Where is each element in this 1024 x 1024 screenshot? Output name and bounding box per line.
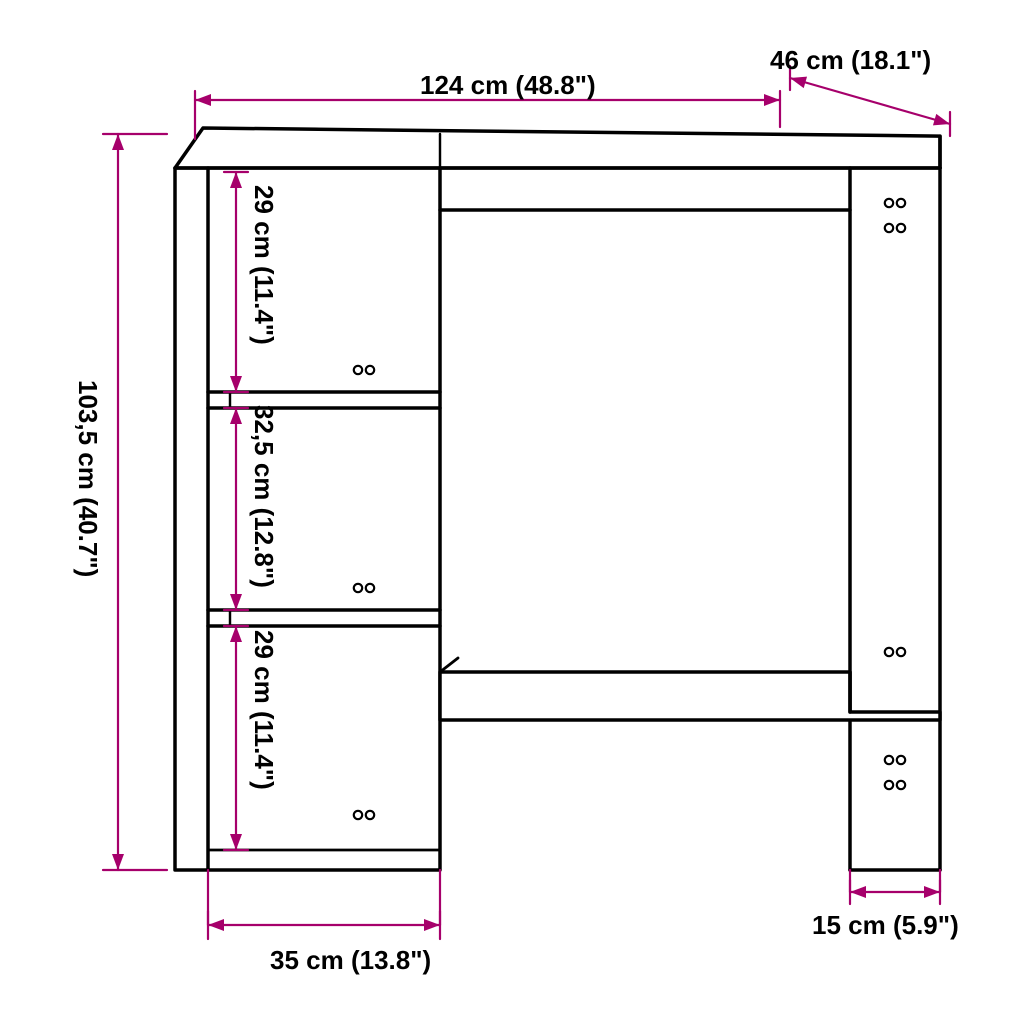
dim-depth-label: 46 cm (18.1") (770, 45, 931, 76)
dim-width-label: 124 cm (48.8") (420, 70, 596, 101)
dim-shelf-c-label: 29 cm (11.4") (248, 630, 279, 790)
dim-shelf-b-label: 32,5 cm (12.8") (248, 405, 279, 588)
dim-height-label: 103,5 cm (40.7") (72, 380, 103, 577)
dim-cab-w-label: 35 cm (13.8") (270, 945, 431, 976)
dim-leg-w-label: 15 cm (5.9") (812, 910, 959, 941)
dim-shelf-a-label: 29 cm (11.4") (248, 185, 279, 345)
